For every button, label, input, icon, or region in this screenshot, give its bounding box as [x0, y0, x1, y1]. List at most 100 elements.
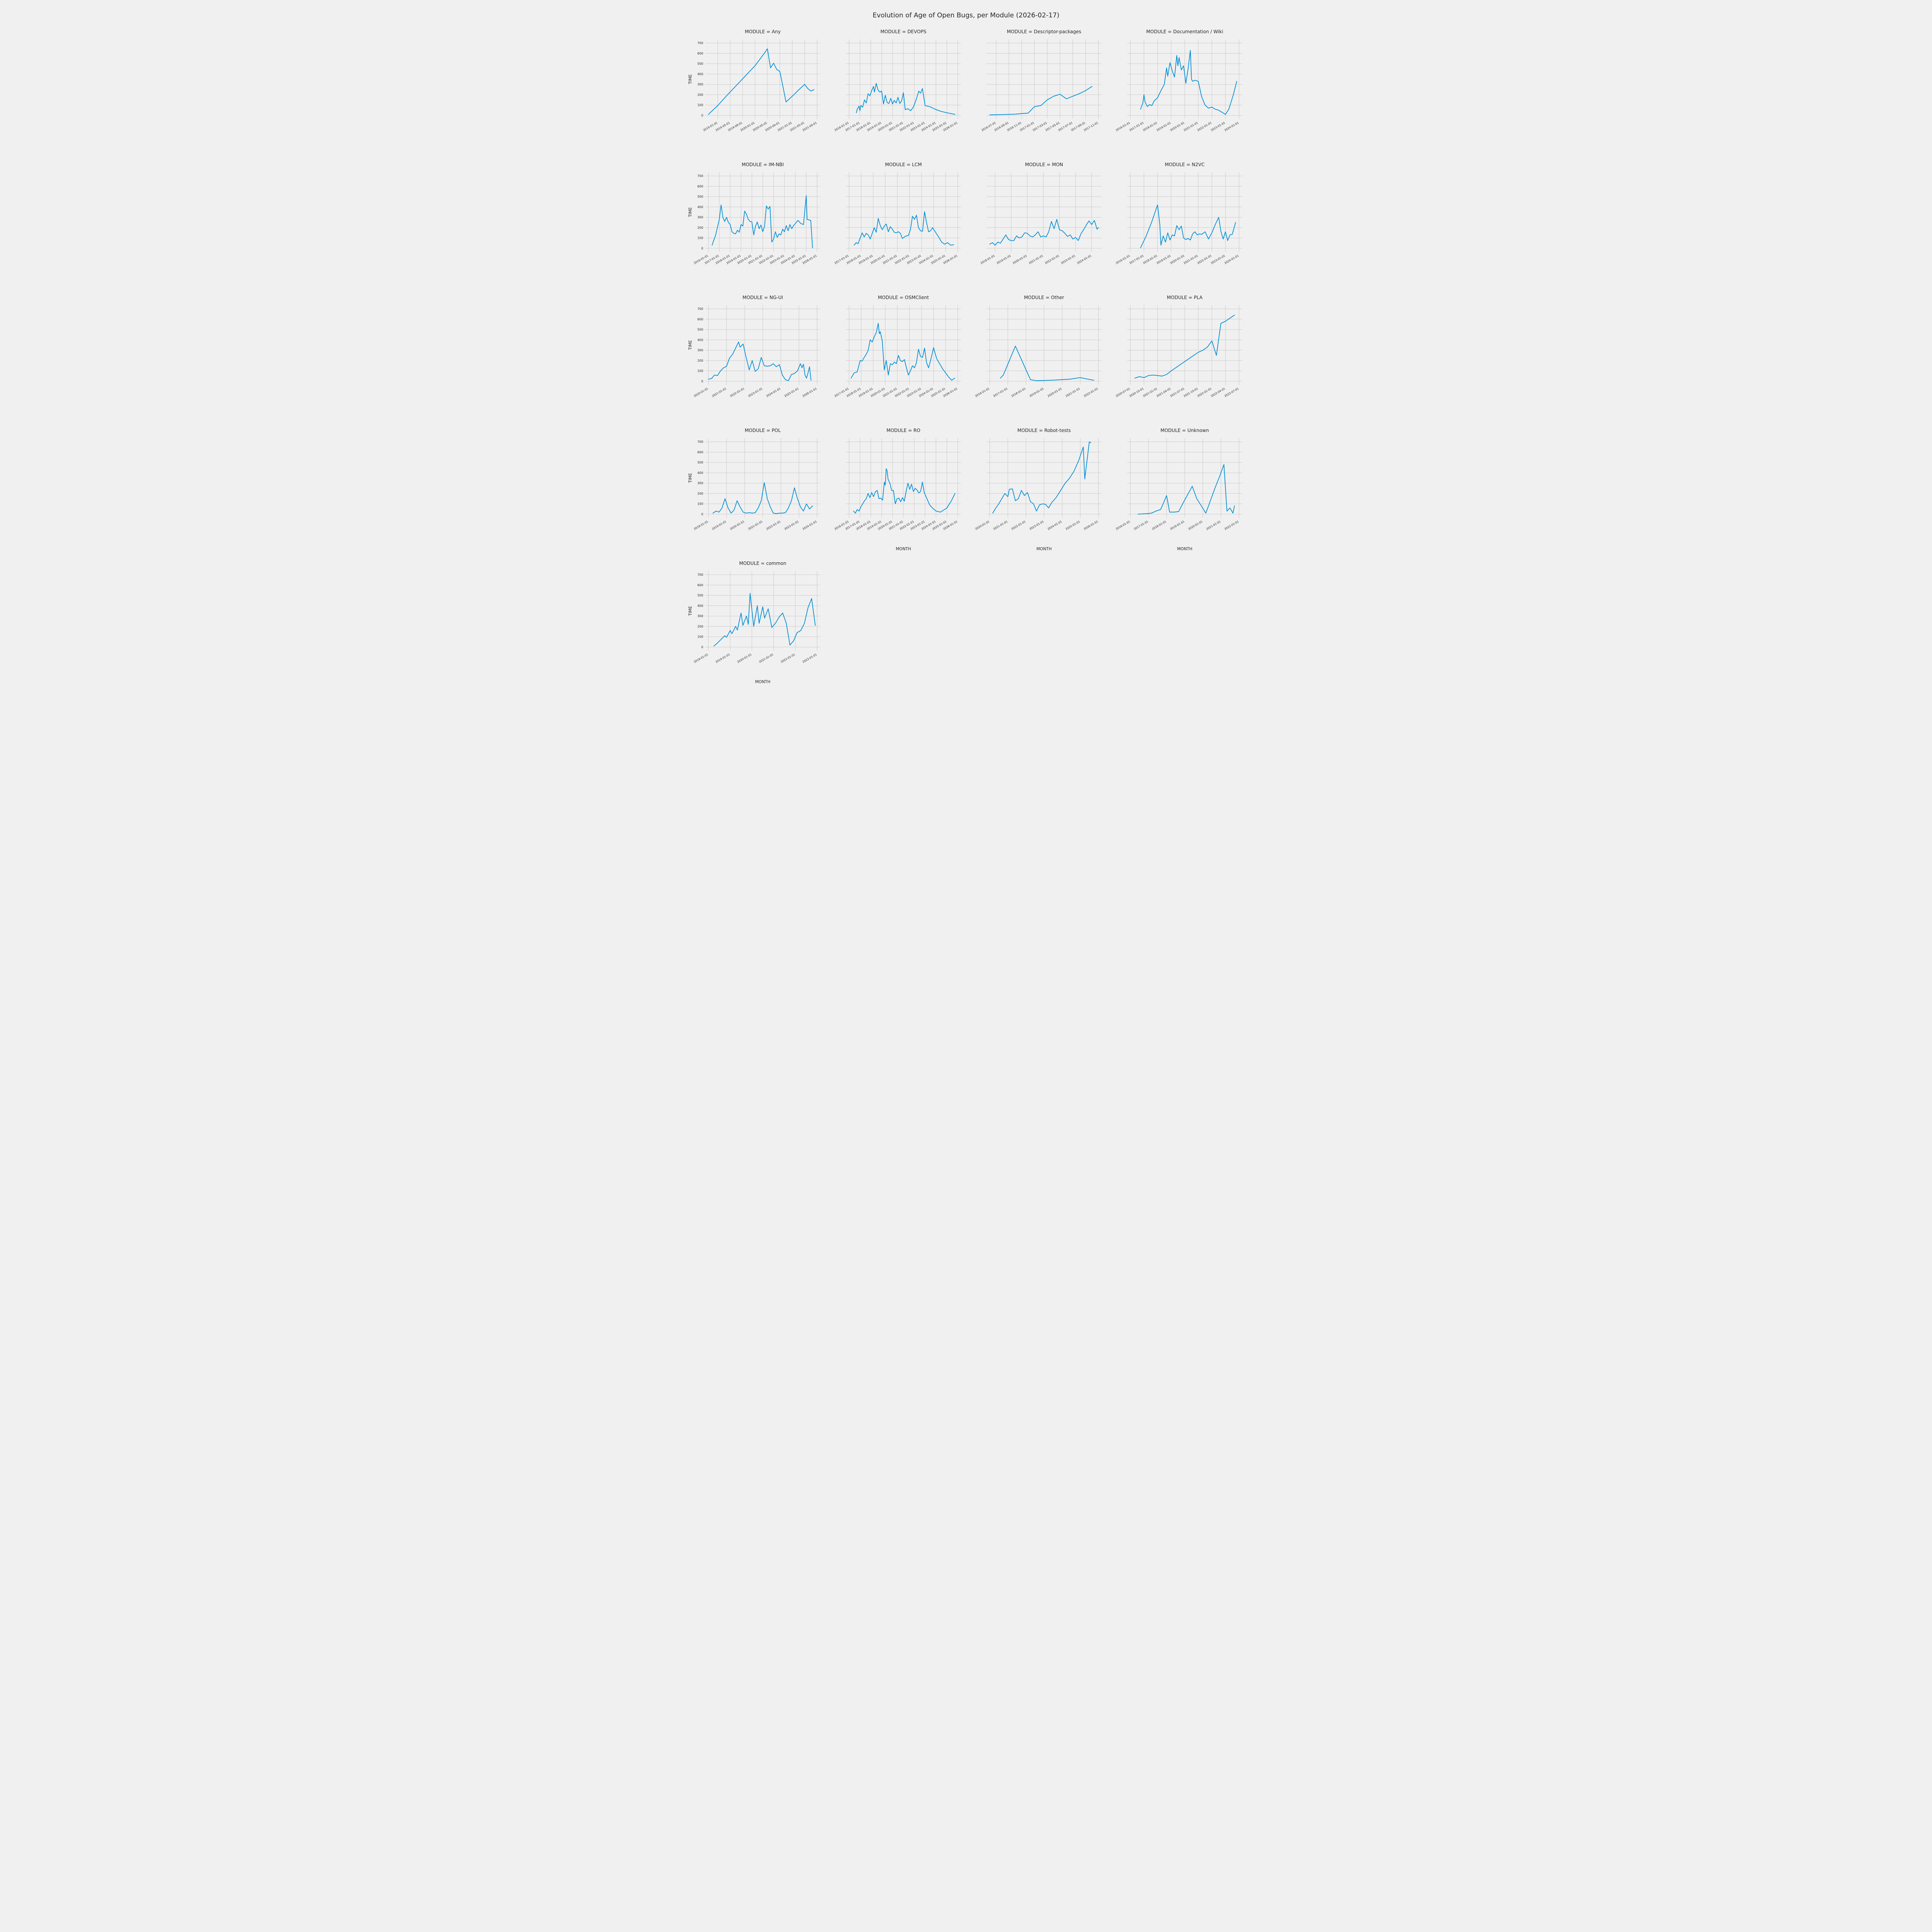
x-tick-label: 2017-01-01 [1133, 520, 1149, 531]
facet-title: MODULE = Documentation / Wiki [1146, 29, 1223, 34]
y-tick-label: 600 [697, 185, 703, 188]
y-tick-label: 500 [697, 461, 703, 464]
x-tick-label: 2021-01-01 [1183, 254, 1199, 265]
facet: 2017-01-01 2018-01-01 2019-01-01 2020-01-01… [828, 161, 963, 288]
data-line [713, 482, 813, 514]
x-tick-label: 2018-01-01 [1010, 387, 1026, 398]
facet: 2017-01-01 2018-01-01 2019-01-01 2020-01-01… [828, 294, 963, 421]
facet-title: MODULE = LCM [885, 162, 922, 167]
facet: 2019-01-01 2019-05-01 2019-09-01 2020-01-01… [687, 28, 823, 155]
facet-plot: 2020-01-01 2021-01-01 2022-01-01 2023-01-01… [688, 295, 820, 398]
y-tick-label: 200 [697, 625, 703, 628]
facet-title: MODULE = PLA [1167, 295, 1203, 300]
x-tick-labels: 2018-01-01 2019-01-01 2020-01-01 2021-01-01… [693, 520, 818, 531]
y-tick-label: 400 [697, 604, 703, 607]
x-tick-label: 2021-01-01 [747, 520, 763, 531]
grid-lines [846, 438, 961, 518]
facet-plot: 2018-01-01 2019-01-01 2020-01-01 2021-01-01… [980, 162, 1102, 265]
y-tick-labels: 0 100 200 300 400 500 600 700 [697, 174, 703, 250]
y-tick-label: 500 [697, 195, 703, 199]
x-tick-label: 2022-01-01 [765, 520, 781, 531]
x-tick-label: 2021-07-01 [1169, 387, 1185, 398]
facet: 2016-01-01 2017-01-01 2018-01-01 2019-01-01… [828, 427, 963, 554]
x-tick-label: 2020-01-01 [1169, 254, 1185, 265]
facet-title: MODULE = IM-NBI [742, 162, 784, 167]
facet: 2016-01-01 2017-01-01 2018-01-01 2019-01-01… [969, 294, 1104, 421]
data-line [854, 211, 954, 246]
facet-plot: 2016-01-012017-01-012018-01-012019-01-01… [834, 29, 961, 132]
y-tick-label: 100 [697, 635, 703, 639]
x-tick-label: 2021-01-01 [758, 653, 774, 664]
grid-lines [986, 438, 1102, 518]
facet-title: MODULE = POL [745, 428, 781, 433]
x-tick-label: 2022-01-01 [1197, 254, 1213, 265]
y-tick-label: 100 [697, 369, 703, 373]
x-tick-label: 2019-01-01 [1156, 121, 1172, 132]
y-tick-label: 300 [697, 349, 703, 352]
x-tick-label: 2017-01-01 [1129, 121, 1145, 132]
x-tick-label: 2022-01-01 [780, 653, 796, 664]
x-tick-label: 2022-01-01 [1010, 520, 1026, 531]
y-tick-label: 600 [697, 583, 703, 587]
x-tick-labels: 2018-01-01 2019-01-01 2020-01-01 2021-01-01… [980, 254, 1092, 265]
x-tick-labels: 2016-01-012017-01-012018-01-012019-01-01… [834, 520, 958, 531]
facet-title: MODULE = common [739, 561, 786, 566]
y-axis-label: TIME [688, 473, 693, 483]
y-tick-labels: 0 100 200 300 400 500 600 700 [697, 440, 703, 516]
data-line [708, 48, 815, 115]
facet-plot: 2016-01-012017-01-012018-01-012019-01-01… [1115, 29, 1242, 132]
x-tick-label: 2021-01-01 [711, 387, 727, 398]
facet: 2020-01-01 2021-01-01 2022-01-01 2023-01-01… [969, 427, 1104, 554]
y-axis-label: TIME [688, 74, 693, 84]
facet-plot: 2018-01-01 2019-01-01 2020-01-01 2021-01-01… [688, 428, 820, 531]
data-line [850, 323, 955, 381]
x-tick-label: 2024-01-01 [1047, 520, 1063, 531]
y-tick-labels: 0 100 200 300 400 500 600 700 [697, 573, 703, 649]
facet-plot: 2016-01-012017-01-012018-01-012019-01-01… [1115, 162, 1242, 265]
facet: 2018-01-01 2019-01-01 2020-01-01 2021-01-01… [687, 427, 823, 554]
x-tick-label: 2018-01-01 [1151, 520, 1167, 531]
x-tick-label: 2020-01-01 [975, 520, 990, 531]
x-tick-labels: 2016-01-012017-01-012018-01-012019-01-01… [693, 254, 818, 265]
x-tick-labels: 2016-01-012017-01-012018-01-012019-01-01… [1115, 254, 1240, 265]
y-tick-labels: 0 100 200 300 400 500 600 700 [697, 307, 703, 383]
facet-plot: 2016-07-012016-09-012016-11-012017-01-01… [981, 29, 1102, 132]
x-tick-label: 2017-01-01 [1129, 254, 1145, 265]
x-tick-label: 2023-01-01 [1210, 254, 1226, 265]
x-tick-label: 2018-01-01 [693, 520, 709, 531]
facet-title: MODULE = Descriptor-packages [1007, 29, 1082, 34]
x-tick-label: 2021-01-01 [1028, 254, 1044, 265]
x-tick-label: 2017-01-01 [993, 387, 1009, 398]
facet-title: MODULE = N2VC [1165, 162, 1205, 167]
facet: 2016-01-01 2017-01-01 2018-01-01 2019-01-01… [687, 161, 823, 288]
y-tick-label: 700 [697, 440, 703, 444]
y-tick-label: 600 [697, 451, 703, 454]
facet-title: MODULE = MON [1025, 162, 1063, 167]
data-line [1000, 345, 1094, 381]
facet-title: MODULE = Other [1024, 295, 1064, 300]
y-tick-label: 0 [701, 114, 703, 117]
facet-title: MODULE = RO [886, 428, 920, 433]
x-tick-labels: 2016-01-012017-01-012018-01-012019-01-01… [1115, 121, 1240, 132]
y-tick-label: 400 [697, 205, 703, 209]
y-tick-label: 400 [697, 72, 703, 76]
data-line [1138, 464, 1235, 515]
grid-lines [1127, 438, 1242, 518]
y-tick-label: 700 [697, 174, 703, 178]
y-tick-label: 600 [697, 318, 703, 321]
y-tick-label: 300 [697, 83, 703, 86]
x-tick-label: 2025-01-01 [1065, 520, 1081, 531]
x-tick-label: 2019-01-01 [1029, 387, 1044, 398]
x-tick-label: 2020-01-01 [736, 653, 752, 664]
x-tick-label: 2026-01-01 [1083, 520, 1099, 531]
x-tick-labels: 2020-07-012020-10-012021-01-012021-04-01… [1115, 387, 1240, 398]
x-tick-labels: 2020-01-01 2021-01-01 2022-01-01 2023-01-01… [975, 520, 1099, 531]
facet-title: MODULE = DEVOPS [881, 29, 927, 34]
x-axis-label: MONTH [1177, 547, 1192, 551]
y-tick-label: 300 [697, 481, 703, 485]
x-tick-label: 2019-01-01 [715, 653, 731, 664]
facet: 2018-01-01 2019-01-01 2020-01-01 2021-01-01… [687, 560, 823, 687]
y-tick-label: 100 [697, 502, 703, 506]
x-axis-label: MONTH [896, 547, 911, 551]
